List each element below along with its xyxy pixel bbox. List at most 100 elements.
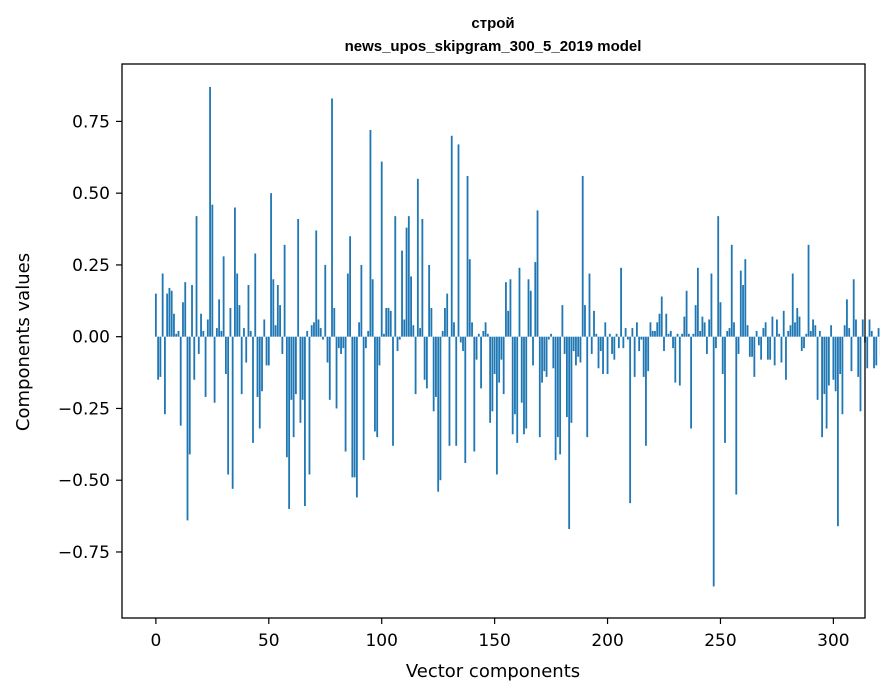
bar bbox=[405, 227, 408, 337]
bar bbox=[245, 336, 248, 363]
bar bbox=[523, 336, 525, 435]
bar bbox=[764, 322, 767, 337]
bar bbox=[665, 313, 668, 337]
bar bbox=[656, 322, 659, 337]
bar bbox=[511, 336, 514, 435]
bar bbox=[276, 285, 279, 337]
bar bbox=[848, 328, 851, 337]
bar bbox=[649, 322, 652, 337]
bar bbox=[809, 330, 812, 337]
bar bbox=[812, 319, 814, 337]
bar bbox=[615, 333, 618, 337]
bar bbox=[383, 333, 385, 337]
bar bbox=[177, 330, 180, 337]
bar bbox=[462, 336, 464, 352]
bar bbox=[850, 336, 853, 372]
bar bbox=[455, 336, 458, 446]
bar bbox=[448, 336, 451, 446]
bar bbox=[224, 336, 227, 375]
y-tick-label: 0.50 bbox=[72, 184, 110, 204]
bar bbox=[703, 322, 706, 337]
bar bbox=[525, 336, 528, 429]
bar bbox=[708, 319, 711, 337]
x-tick-label: 50 bbox=[258, 631, 280, 651]
bar bbox=[182, 302, 184, 337]
bar bbox=[236, 273, 239, 337]
bar bbox=[626, 336, 629, 340]
bar bbox=[355, 336, 358, 498]
bar bbox=[751, 336, 753, 357]
y-tick-label: −0.75 bbox=[58, 543, 110, 563]
bar bbox=[218, 299, 221, 337]
bar bbox=[843, 325, 846, 337]
bar bbox=[477, 333, 480, 337]
bar bbox=[380, 161, 383, 337]
bar bbox=[672, 336, 674, 349]
bar bbox=[846, 299, 848, 337]
bar bbox=[726, 330, 729, 337]
bar bbox=[593, 310, 595, 337]
bar bbox=[782, 310, 785, 337]
bar bbox=[484, 322, 487, 337]
bar bbox=[778, 333, 781, 337]
bar bbox=[294, 336, 297, 395]
bar bbox=[304, 336, 306, 507]
bar bbox=[692, 333, 695, 337]
bar bbox=[322, 336, 324, 340]
bar bbox=[453, 322, 455, 337]
bar bbox=[234, 207, 236, 337]
bar bbox=[794, 322, 796, 337]
bar bbox=[471, 322, 473, 337]
bar bbox=[421, 219, 424, 337]
bar bbox=[678, 336, 681, 386]
bar bbox=[290, 336, 293, 400]
bar bbox=[238, 305, 241, 337]
bar bbox=[254, 253, 257, 337]
bar bbox=[367, 330, 370, 337]
bar bbox=[394, 216, 397, 337]
bar bbox=[473, 336, 476, 452]
bar bbox=[805, 333, 808, 337]
bars-group bbox=[154, 86, 880, 587]
bar bbox=[412, 325, 415, 337]
bar bbox=[796, 307, 799, 337]
bar bbox=[365, 336, 367, 349]
bar bbox=[590, 336, 593, 354]
bar bbox=[631, 328, 634, 337]
bar bbox=[211, 204, 214, 337]
bar bbox=[577, 336, 580, 357]
bar bbox=[554, 336, 557, 461]
bar bbox=[222, 256, 225, 337]
bar bbox=[536, 210, 539, 337]
bar bbox=[410, 276, 412, 337]
bar bbox=[556, 336, 559, 438]
bar bbox=[220, 330, 223, 337]
bar bbox=[398, 336, 401, 340]
bar bbox=[340, 336, 342, 354]
bar bbox=[252, 336, 254, 443]
bar bbox=[746, 325, 749, 337]
bar bbox=[737, 336, 740, 354]
bar bbox=[873, 336, 875, 369]
bar bbox=[730, 244, 733, 337]
bar bbox=[875, 336, 878, 366]
bar bbox=[852, 279, 855, 337]
bar bbox=[184, 282, 187, 337]
bar bbox=[706, 336, 708, 354]
bar bbox=[331, 98, 333, 337]
bar bbox=[161, 273, 164, 337]
bar bbox=[832, 336, 835, 380]
bar bbox=[308, 336, 311, 475]
bar bbox=[694, 305, 697, 337]
bar bbox=[446, 293, 449, 337]
bar bbox=[545, 336, 548, 377]
bar bbox=[608, 333, 611, 337]
bar bbox=[538, 336, 541, 438]
bar bbox=[516, 336, 519, 443]
y-tick-label: −0.25 bbox=[58, 399, 110, 419]
bar bbox=[622, 336, 625, 349]
bar bbox=[597, 336, 600, 369]
bar bbox=[164, 336, 166, 415]
bar bbox=[868, 319, 871, 337]
bar bbox=[369, 130, 372, 337]
